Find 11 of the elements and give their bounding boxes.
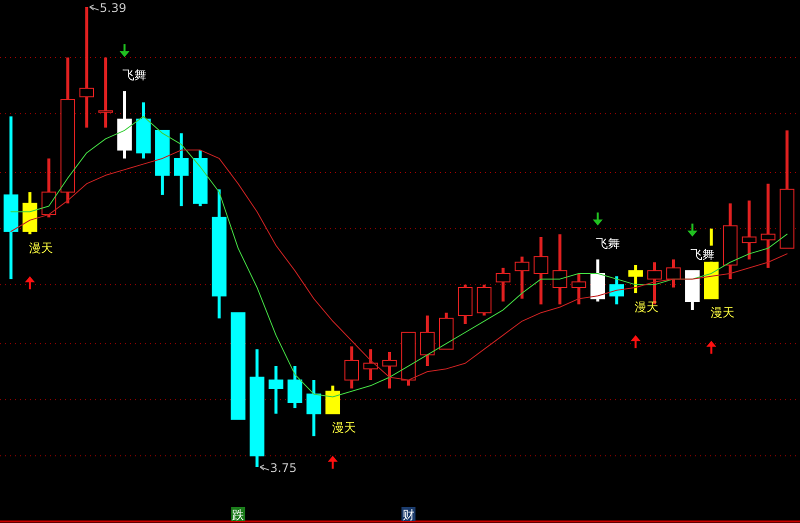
annotation: 财 <box>401 507 416 522</box>
annotation: 漫天 <box>634 300 659 314</box>
annotation: 漫天 <box>332 420 356 435</box>
annotation: 5.39 <box>100 1 126 15</box>
annotation: 漫天 <box>710 306 734 320</box>
annotation: 飞舞 <box>596 236 620 250</box>
annotation: 漫天 <box>28 241 53 256</box>
annotation: 跌 <box>231 507 246 522</box>
annotation: 飞舞 <box>122 68 147 82</box>
annotation: 3.75 <box>270 461 297 475</box>
annotation: 飞舞 <box>690 248 714 262</box>
